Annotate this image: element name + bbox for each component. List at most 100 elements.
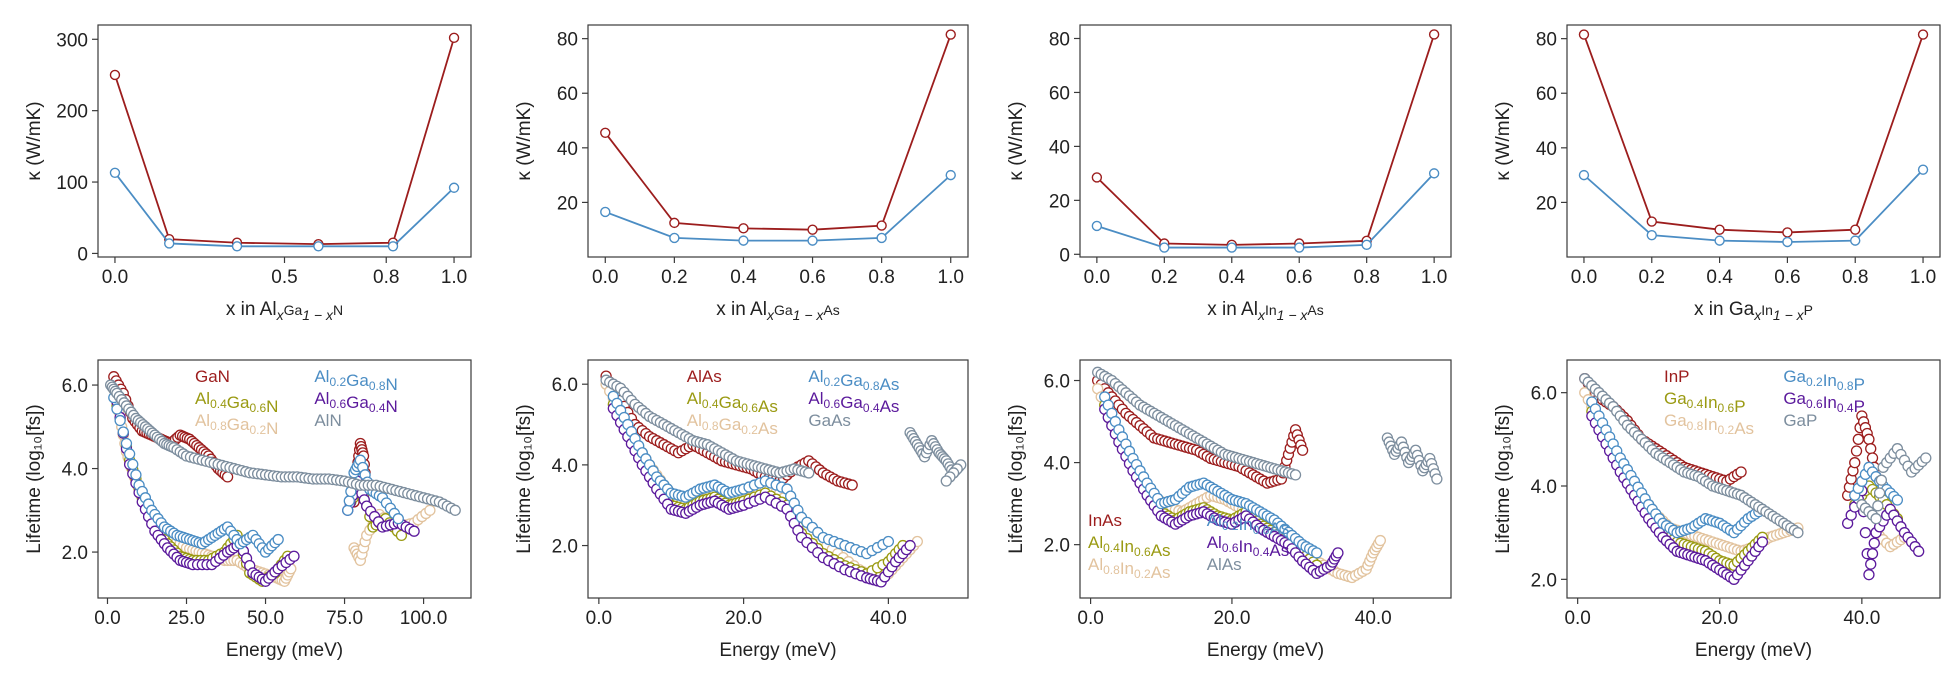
x-tick-label: 1.0 <box>938 267 964 288</box>
legend-element: Ga <box>227 393 250 412</box>
x-tick-label: 1.0 <box>441 267 467 288</box>
scatter-points <box>104 371 461 587</box>
chart-panel-4: 0.0 0.2 0.4 0.6 0.8 1.0 20 40 60 80 κ (W/mK) x in G… <box>1493 24 1941 323</box>
legend-entry: Al0.4Ga0.6As <box>687 389 778 416</box>
legend-entry: Ga0.6In0.4P <box>1783 389 1865 416</box>
legend-element: As <box>758 397 778 416</box>
scatter-point-purple <box>1859 527 1872 539</box>
legend-element: GaN <box>195 367 230 386</box>
x-label-subscript: x <box>766 307 775 323</box>
legend-subscript: 0.8 <box>1253 523 1270 537</box>
legend-element: Ga <box>1664 389 1687 408</box>
legend-element: Ga <box>719 393 742 412</box>
legend-element: N <box>386 375 398 394</box>
x-label-subscript: 1 − x <box>1277 307 1309 323</box>
legend-entry: Ga0.8In0.2As <box>1664 411 1754 438</box>
x-label-subscript: P <box>1804 302 1813 318</box>
legend-subscript: 0.4 <box>1837 401 1854 415</box>
data-point <box>1578 29 1590 40</box>
x-label-text: x in Al <box>716 299 767 320</box>
chart-panel-8: 0.0 20.0 40.0 2.0 4.0 6.0 Lifetime (log₁₀[fs])… <box>1493 359 1941 661</box>
data-point <box>1917 29 1929 40</box>
legend-entry: GaP <box>1783 411 1817 430</box>
chart-panel-5: 0.0 25.0 50.0 75.0 100.0 2.0 4.0 6.0 Lifetime (l… <box>24 359 472 661</box>
scatter-point-blue <box>1311 547 1323 559</box>
x-tick-label: 0.6 <box>1286 267 1312 288</box>
legend-element: Al <box>314 389 329 408</box>
scatter-point-blue <box>127 458 139 471</box>
y-tick-label: 80 <box>557 30 578 51</box>
legend-element: Al <box>195 411 210 430</box>
scatter-point-gray <box>1920 452 1932 464</box>
legend-element: InP <box>1664 367 1690 386</box>
scatter-point-tan <box>1374 534 1386 547</box>
series-line-2 <box>1583 169 1924 243</box>
legend-element: In <box>1703 415 1717 434</box>
scatter-point-purple <box>1868 537 1880 549</box>
scatter-point-dark_red <box>1865 443 1877 455</box>
x-tick-label: 40.0 <box>1355 608 1392 629</box>
legend-subscript: 0.8 <box>702 419 719 433</box>
legend-element: Al <box>1207 533 1222 552</box>
legend-entry: Al0.8In0.2As <box>1088 555 1171 582</box>
y-tick-label: 20 <box>1536 193 1557 214</box>
data-point <box>448 182 460 193</box>
x-tick-label: 50.0 <box>247 608 284 629</box>
x-tick-label: 1.0 <box>1421 267 1447 288</box>
y-axis-label: κ (W/mK) <box>1493 101 1514 180</box>
scatter-point-purple <box>1756 536 1769 548</box>
legend-subscript: 0.6 <box>1134 545 1151 559</box>
scatter-point-dark_red <box>1863 433 1875 445</box>
y-tick-label: 6.0 <box>1531 384 1557 405</box>
x-axis-label: Energy (meV) <box>1695 640 1812 661</box>
legend-element: Al <box>687 389 702 408</box>
y-tick-label: 4.0 <box>552 456 578 477</box>
x-tick-label: 0.2 <box>1639 267 1665 288</box>
legend-element: As <box>1269 519 1289 538</box>
plot-frame <box>97 359 472 599</box>
legend-element: AlN <box>314 411 341 430</box>
x-label-subscript: Ga <box>774 302 793 318</box>
chart-panel-3: 0.0 0.2 0.4 0.6 0.8 1.0 0 20 40 60 80 κ (W/mK) x in … <box>1006 24 1452 323</box>
legend-subscript: 0.2 <box>329 375 346 389</box>
x-tick-label: 25.0 <box>168 608 205 629</box>
y-tick-label: 100 <box>56 173 88 194</box>
legend-element: Al <box>195 389 210 408</box>
plot-frame <box>587 24 969 258</box>
scatter-point-dark_red <box>846 479 858 491</box>
data-point <box>1428 29 1440 40</box>
legend-element: N <box>266 419 278 438</box>
scatter-point-gray <box>1431 473 1443 485</box>
x-tick-label: 1.0 <box>1910 267 1936 288</box>
legend-entry: AlAs <box>687 367 722 386</box>
x-tick-label: 0.0 <box>1084 267 1110 288</box>
data-point <box>1782 236 1793 248</box>
scatter-point-blue <box>342 504 354 516</box>
data-point <box>313 241 324 252</box>
scatter-point-blue <box>1891 494 1904 506</box>
scatter-point-dark_red <box>1849 457 1861 469</box>
legend-subscript: 0.4 <box>1687 397 1704 411</box>
x-label-subscript: 1 − x <box>1773 307 1805 323</box>
scatter-point-gray <box>1872 500 1884 512</box>
y-tick-label: 2.0 <box>62 543 88 564</box>
legend-subscript: 0.2 <box>249 423 266 437</box>
scatter-point-blue <box>130 469 142 481</box>
legend-entry: AlN <box>314 411 341 430</box>
data-point <box>1226 242 1237 253</box>
scatter-point-blue <box>392 513 404 525</box>
y-tick-label: 4.0 <box>1044 454 1070 475</box>
x-label-text: x in Al <box>1207 299 1258 320</box>
scatter-point-gray <box>449 504 461 516</box>
y-tick-label: 2.0 <box>1044 536 1070 557</box>
legend-element: In <box>1120 537 1134 556</box>
y-tick-label: 0 <box>1059 245 1070 266</box>
x-label-subscript: In <box>1265 302 1277 318</box>
legend-element: GaAs <box>808 411 851 430</box>
scatter-point-blue <box>120 437 133 450</box>
x-tick-label: 0.0 <box>102 267 128 288</box>
legend-element: In <box>1120 559 1134 578</box>
data-point <box>876 232 887 244</box>
x-tick-label: 0.0 <box>592 267 618 288</box>
legend-element: InAs <box>1088 511 1122 530</box>
